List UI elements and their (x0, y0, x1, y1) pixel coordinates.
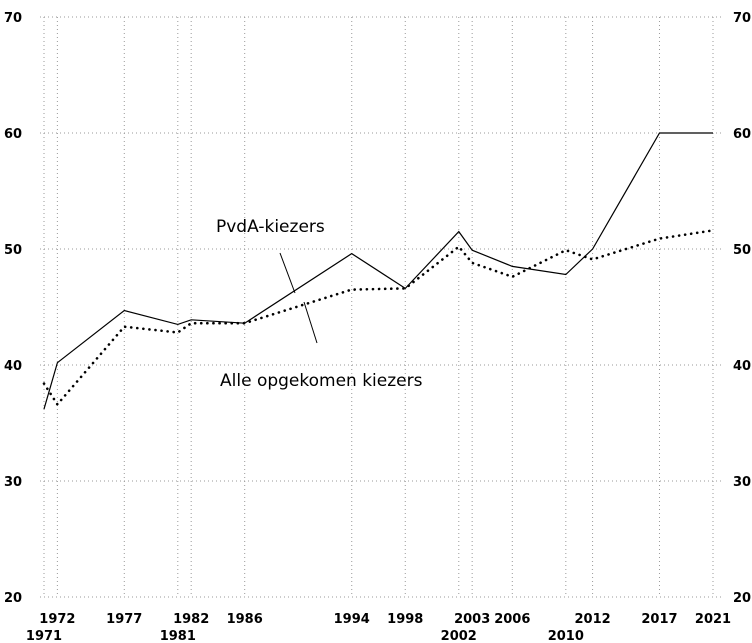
x-tick-label: 2012 (574, 612, 610, 627)
x-tick-label: 1971 (26, 629, 62, 643)
pvda-leader-line (279, 252, 296, 294)
x-tick-label: 2002 (441, 629, 477, 643)
y-tick-label-left: 30 (4, 475, 22, 490)
x-tick-label: 2003 (454, 612, 490, 627)
all-voters-annotation: Alle opgekomen kiezers (220, 301, 423, 391)
series-label-pvda: PvdA-kiezers (216, 217, 325, 237)
y-tick-label-right: 30 (733, 475, 751, 490)
x-tick-label: 2021 (695, 612, 731, 627)
x-tick-label: 2006 (494, 612, 530, 627)
series-lines (42, 132, 715, 410)
y-tick-label-left: 20 (4, 591, 22, 606)
y-axis-ticks: 20 20 30 30 40 40 50 50 60 60 70 70 (4, 11, 751, 606)
series-label-all-voters: Alle opgekomen kiezers (220, 371, 423, 391)
x-tick-label: 1994 (334, 612, 370, 627)
y-tick-label-left: 70 (4, 11, 22, 26)
x-tick-label: 1986 (227, 612, 263, 627)
grid (40, 16, 722, 598)
pvda-annotation: PvdA-kiezers (216, 217, 325, 294)
y-tick-label-left: 60 (4, 127, 22, 142)
y-tick-label-right: 70 (733, 11, 751, 26)
x-tick-label: 1981 (160, 629, 196, 643)
y-tick-label-left: 50 (4, 243, 22, 258)
x-tick-label: 1972 (39, 612, 75, 627)
series-line-pvda (43, 132, 713, 410)
x-axis-ticks: 1971 1972 1977 1981 1982 1986 1994 1998 2002 2003… (26, 612, 731, 643)
x-tick-label: 1982 (173, 612, 209, 627)
y-tick-label-left: 40 (4, 359, 22, 374)
all-voters-leader-line (303, 301, 318, 344)
y-tick-label-right: 50 (733, 243, 751, 258)
x-tick-label: 2017 (641, 612, 677, 627)
x-tick-label: 1977 (106, 612, 142, 627)
x-tick-label: 1998 (387, 612, 423, 627)
y-tick-label-right: 60 (733, 127, 751, 142)
y-tick-label-right: 40 (733, 359, 751, 374)
series-line-all-voters (42, 229, 715, 407)
y-tick-label-right: 20 (733, 591, 751, 606)
x-tick-label: 2010 (548, 629, 584, 643)
